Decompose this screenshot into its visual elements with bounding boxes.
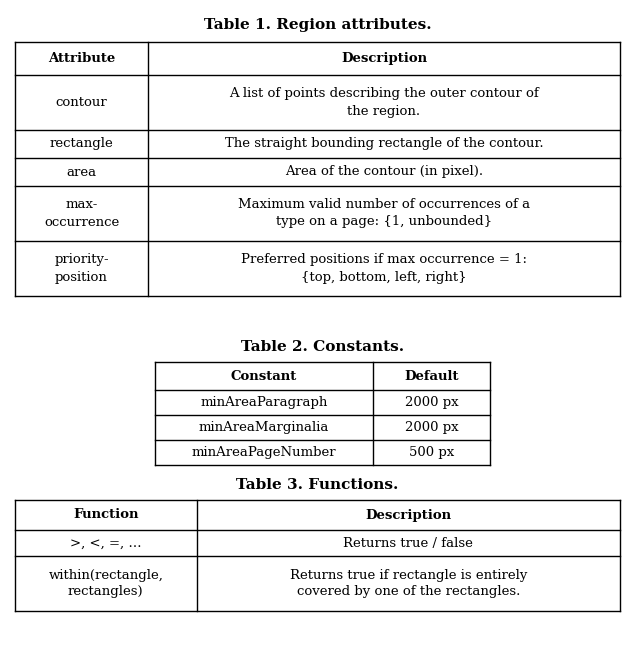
Text: area: area xyxy=(67,165,97,178)
Text: Attribute: Attribute xyxy=(48,52,115,65)
Text: max-
occurrence: max- occurrence xyxy=(44,198,119,228)
Text: Default: Default xyxy=(404,370,459,382)
Text: Preferred positions if max occurrence = 1:
{top, bottom, left, right}: Preferred positions if max occurrence = … xyxy=(241,254,527,284)
Text: 2000 px: 2000 px xyxy=(404,396,458,409)
Text: Returns true if rectangle is entirely
covered by one of the rectangles.: Returns true if rectangle is entirely co… xyxy=(289,569,527,599)
Text: Table 2. Constants.: Table 2. Constants. xyxy=(241,340,404,354)
Text: minAreaPageNumber: minAreaPageNumber xyxy=(191,446,336,459)
Text: Description: Description xyxy=(365,509,451,521)
Text: Table 3. Functions.: Table 3. Functions. xyxy=(236,478,399,492)
Text: Constant: Constant xyxy=(231,370,297,382)
Text: contour: contour xyxy=(56,96,108,109)
Text: within(rectangle,
rectangles): within(rectangle, rectangles) xyxy=(48,569,163,599)
Text: Returns true / false: Returns true / false xyxy=(343,537,473,549)
Text: rectangle: rectangle xyxy=(50,137,113,151)
Text: Area of the contour (in pixel).: Area of the contour (in pixel). xyxy=(285,165,483,178)
Text: Description: Description xyxy=(341,52,427,65)
Text: priority-
position: priority- position xyxy=(54,254,109,284)
Text: minAreaMarginalia: minAreaMarginalia xyxy=(198,421,329,434)
Text: The straight bounding rectangle of the contour.: The straight bounding rectangle of the c… xyxy=(225,137,543,151)
Text: 2000 px: 2000 px xyxy=(404,421,458,434)
Text: A list of points describing the outer contour of
the region.: A list of points describing the outer co… xyxy=(229,87,539,117)
Text: >, <, =, …: >, <, =, … xyxy=(70,537,141,549)
Text: Function: Function xyxy=(73,509,138,521)
Text: 500 px: 500 px xyxy=(409,446,454,459)
Text: minAreaParagraph: minAreaParagraph xyxy=(200,396,328,409)
Text: Maximum valid number of occurrences of a
type on a page: {1, unbounded}: Maximum valid number of occurrences of a… xyxy=(238,198,530,228)
Text: Table 1. Region attributes.: Table 1. Region attributes. xyxy=(204,18,431,32)
